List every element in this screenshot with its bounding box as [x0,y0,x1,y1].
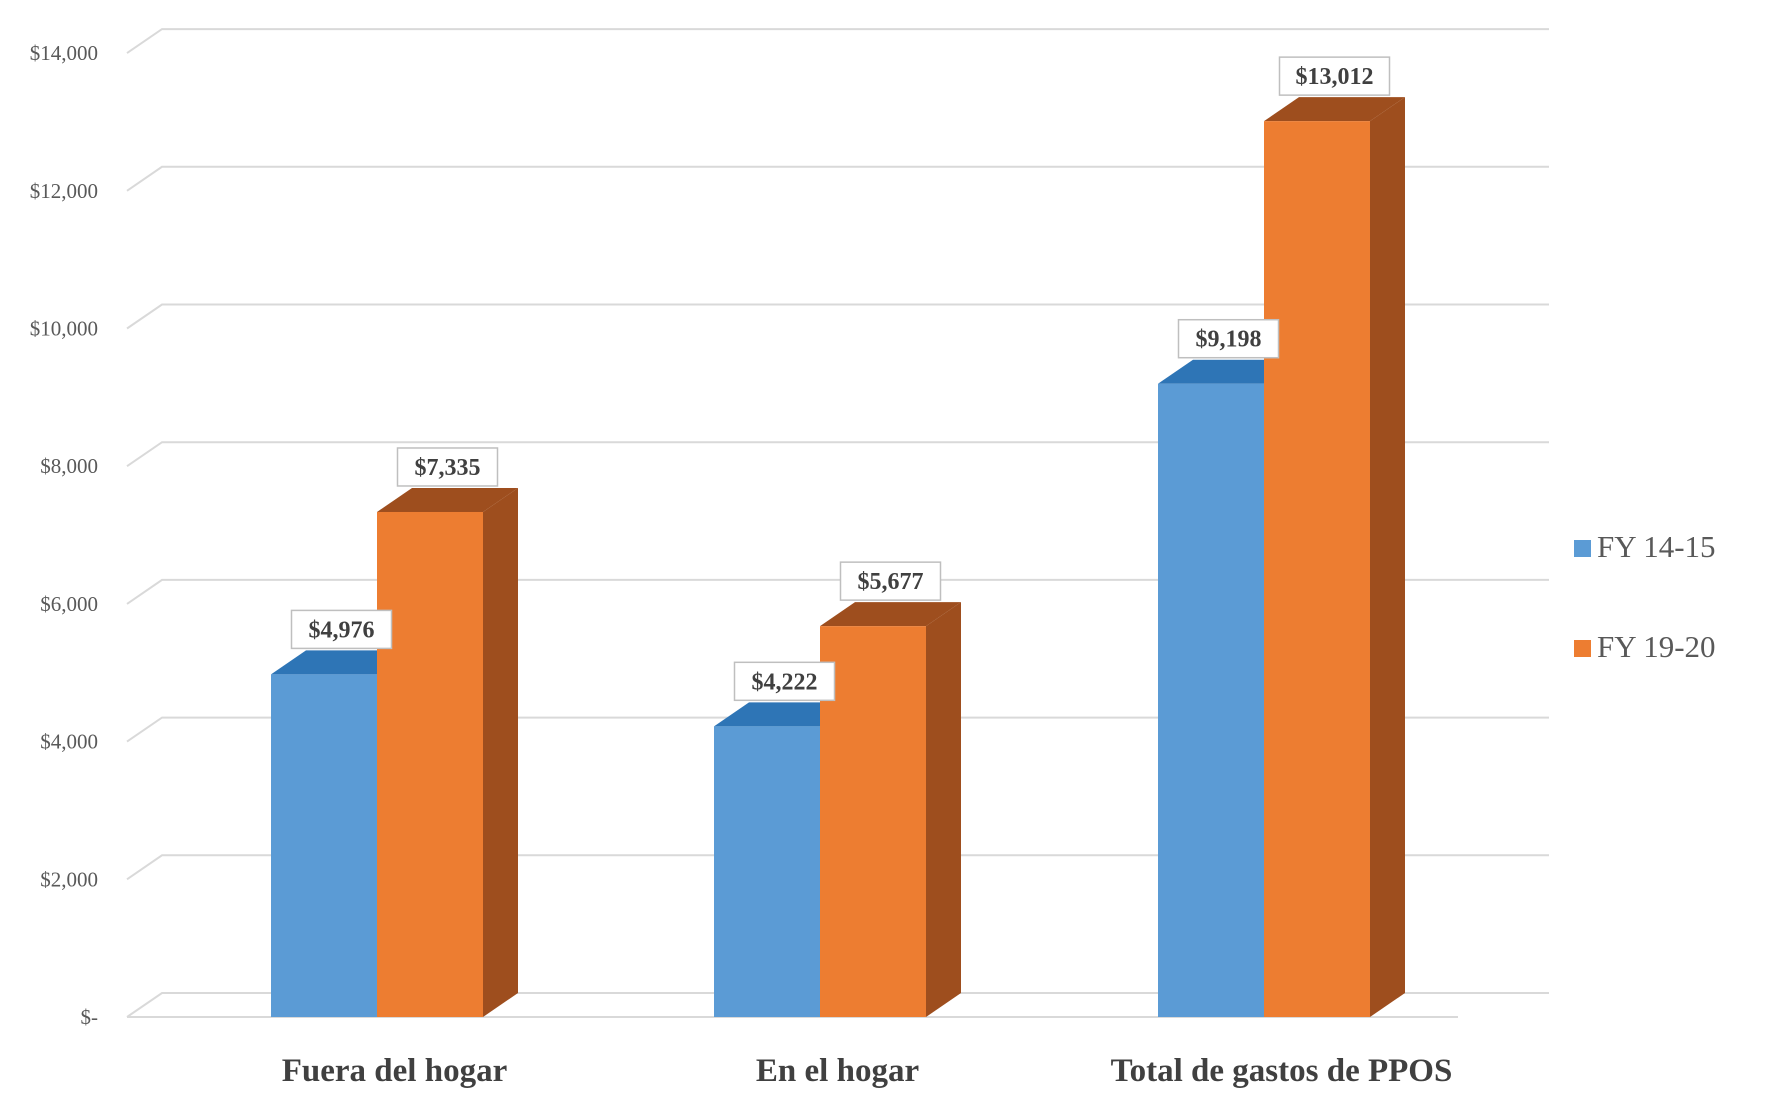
data-label: $13,012 [1296,64,1374,90]
gridline [126,578,1549,605]
bar [1158,383,1264,1017]
bar [271,674,377,1017]
bar-side [926,602,961,1017]
gridline [126,165,1549,192]
bar-top [1264,97,1405,122]
data-label: $7,335 [415,455,481,481]
gridline [126,854,1549,881]
y-tick-label: $- [81,1005,99,1029]
data-label-box [839,561,942,601]
y-axis: $- $2,000 $4,000 $6,000 $8,000 $10,000 $12,000… [30,41,98,1029]
bar-top [271,650,412,675]
gridline [126,441,1549,468]
bar [1264,121,1370,1018]
legend-label: FY 14-15 [1597,529,1716,564]
legend-swatch [1574,640,1591,657]
data-label-box [1177,318,1280,359]
data-label-box [396,447,499,487]
bar [714,726,820,1017]
data-label: $4,976 [309,617,375,643]
bar [377,511,483,1017]
bar-top [377,487,518,512]
bar-side [1370,97,1405,1018]
bar-top [714,702,855,727]
y-tick-label: $2,000 [40,867,98,891]
y-tick-label: $14,000 [30,41,98,65]
gridline [126,28,1549,54]
x-category-label: Fuera del hogar [282,1053,507,1089]
gridline [126,303,1549,330]
data-label: $9,198 [1196,327,1262,353]
y-tick-label: $6,000 [40,592,98,616]
data-label-box [1278,56,1391,96]
bar [820,626,926,1017]
legend-swatch [1574,540,1591,557]
data-label-box [733,661,836,702]
bar-side [483,487,518,1018]
y-tick-label: $10,000 [30,317,98,341]
legend: FY 14-15 FY 19-20 [1574,529,1716,664]
bars: $4,976 $7,335 $4,222 $5,677 $9,198 $13,012 [271,56,1405,1018]
y-tick-label: $12,000 [30,179,98,203]
legend-label: FY 19-20 [1597,629,1716,664]
y-tick-label: $8,000 [40,454,98,478]
data-label-box [290,609,393,650]
data-label: $5,677 [858,569,924,595]
bar-top [820,602,961,627]
x-axis: Fuera del hogar En el hogar Total de gasto… [282,1053,1453,1089]
bar-top [1158,359,1299,384]
data-label: $4,222 [752,669,818,695]
gridline [126,716,1549,743]
x-category-label: Total de gastos de PPOS [1111,1053,1453,1089]
x-category-label: En el hogar [756,1053,919,1089]
y-tick-label: $4,000 [40,730,98,754]
gridline [126,992,1549,1018]
